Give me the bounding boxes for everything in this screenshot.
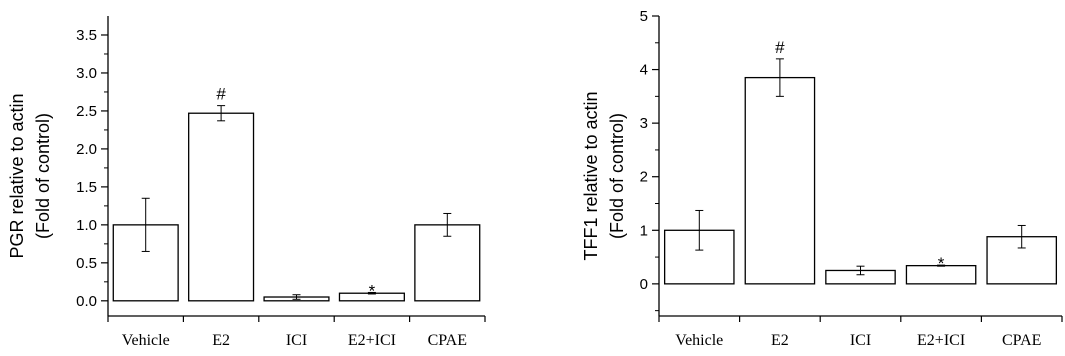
tff1-y-axis-label: TFF1 relative to actin (581, 91, 601, 260)
pgr-x-tick-label: E2 (212, 332, 230, 349)
tff1-y-tick-label: 5 (640, 8, 648, 25)
pgr-significance-marker: # (216, 85, 226, 104)
pgr-y-tick-label: 0.0 (76, 293, 97, 310)
tff1-x-tick-label: CPAE (1002, 332, 1041, 349)
tff1-x-tick-label: Vehicle (675, 332, 723, 349)
pgr-y-tick-label: 3.0 (76, 65, 97, 82)
pgr-x-tick-label: ICI (286, 332, 307, 349)
tff1-bar-chart: 0 1 2 3 4 5 Vehicle # E2 ICI * E2+ICI CPAE TFF1 relat… (581, 8, 1063, 349)
tff1-y-axis-label: (Fold of control) (607, 113, 627, 239)
pgr-y-tick-label: 3.5 (76, 27, 97, 44)
pgr-bar-e2 (188, 112, 255, 302)
tff1-y-tick-label: 3 (640, 115, 648, 132)
pgr-y-tick-label: 1.0 (76, 217, 97, 234)
tff1-y-tick-label: 1 (640, 222, 648, 239)
pgr-bar-cpae (414, 224, 481, 302)
tff1-bar-e2 (744, 76, 816, 285)
pgr-bar-chart: 0.0 0.5 1.0 1.5 2.0 2.5 3.0 3.5 Vehicle # E2 ICI * E2… (7, 16, 486, 349)
pgr-x-tick-label: Vehicle (122, 332, 170, 349)
pgr-x-tick-label: CPAE (428, 332, 467, 349)
pgr-x-tick-label: E2+ICI (348, 332, 396, 349)
tff1-x-tick-label: E2+ICI (917, 332, 965, 349)
pgr-significance-marker: * (369, 281, 376, 300)
pgr-y-tick-label: 1.5 (76, 179, 97, 196)
tff1-y-tick-label: 2 (640, 169, 648, 186)
tff1-y-tick-label: 4 (640, 62, 648, 79)
tff1-x-tick-label: E2 (771, 332, 789, 349)
pgr-y-tick-label: 2.5 (76, 103, 97, 120)
tff1-significance-marker: * (938, 254, 945, 273)
pgr-y-tick-label: 2.0 (76, 141, 97, 158)
tff1-significance-marker: # (775, 38, 785, 57)
tff1-y-tick-label: 0 (640, 276, 648, 293)
pgr-y-axis-label: (Fold of control) (33, 113, 53, 239)
pgr-y-tick-label: 0.5 (76, 255, 97, 272)
tff1-x-tick-label: ICI (850, 332, 871, 349)
pgr-y-axis-label: PGR relative to actin (7, 93, 27, 258)
